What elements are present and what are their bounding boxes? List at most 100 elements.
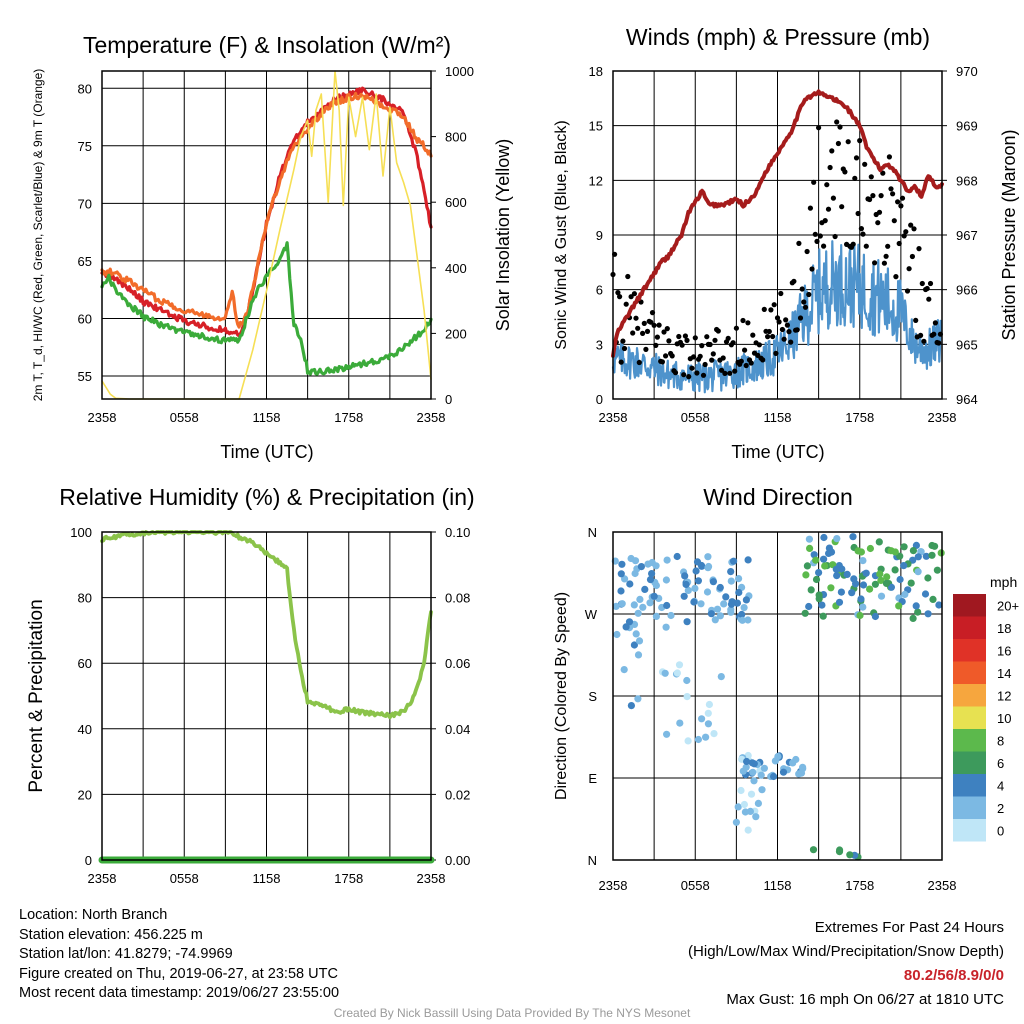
gust-point (893, 274, 899, 280)
gust-point (919, 280, 925, 287)
gust-point (878, 193, 884, 199)
winds-panel: 0 3 6 9 12 15 18 964 965 966 967 968 969 970 2358 0558 1… (553, 24, 1019, 462)
gust-point (692, 335, 698, 341)
direction-point (891, 566, 899, 574)
gust-point (742, 347, 748, 353)
gust-point (697, 353, 703, 359)
gust-point (911, 226, 917, 232)
gust-point (936, 340, 942, 346)
direction-point (825, 549, 833, 558)
gust-point (809, 266, 815, 272)
y-tick-label: 65 (78, 254, 92, 269)
gust-point (875, 220, 881, 226)
colorbar-label: 6 (997, 756, 1004, 771)
direction-point (877, 592, 886, 600)
speed-colorbar: mph 0 2 4 6 8 10 12 14 16 18 20+ (953, 574, 1019, 842)
gust-point (682, 333, 689, 339)
colorbar-swatch (953, 594, 986, 617)
direction-point (912, 602, 920, 610)
direction-point (852, 580, 860, 588)
gust-point (802, 304, 809, 310)
direction-point (833, 572, 841, 580)
direction-point (617, 570, 625, 578)
x-axis-label: Time (UTC) (731, 442, 824, 462)
colorbar-swatch (953, 684, 986, 707)
direction-point (862, 569, 870, 577)
direction-point (727, 568, 735, 576)
y-tick-label: 60 (78, 311, 92, 326)
gust-point (722, 370, 728, 376)
y2-tick-label: 965 (956, 337, 978, 352)
y2-tick-label: 200 (445, 326, 467, 341)
gust-point (850, 241, 856, 247)
gust-point (832, 233, 838, 240)
direction-point (692, 567, 700, 575)
direction-point (812, 556, 820, 564)
gust-point (640, 330, 646, 336)
direction-point (727, 600, 736, 608)
credit-line: Created By Nick Bassill Using Data Provi… (333, 1006, 691, 1020)
gust-point (904, 288, 911, 294)
gust-point (797, 315, 804, 321)
x-tick-label: 1158 (764, 410, 792, 425)
direction-point (641, 585, 649, 594)
direction-point (717, 673, 725, 681)
y-tick-label: 20 (78, 787, 92, 802)
colorbar-swatch (953, 661, 986, 684)
direction-point (921, 590, 930, 598)
direction-point (683, 618, 691, 626)
x-tick-label: 2358 (928, 878, 957, 893)
gust-point (913, 317, 919, 323)
y-tick-label: 100 (70, 525, 92, 540)
gust-point (776, 319, 782, 325)
gust-point (727, 370, 733, 376)
x-tick-label: 2358 (417, 871, 446, 886)
direction-point (637, 563, 646, 571)
gust-point (901, 233, 907, 239)
elevation-text: Station elevation: 456.225 m (19, 926, 203, 943)
direction-point (883, 573, 891, 581)
location-text: Location: North Branch (19, 907, 168, 923)
gust-point (669, 353, 675, 359)
direction-point (931, 542, 939, 550)
gust-point (654, 334, 661, 340)
direction-point (662, 576, 671, 584)
gust-point (628, 294, 634, 300)
gust-point (704, 334, 710, 340)
direction-point (713, 605, 722, 613)
direction-point (871, 580, 880, 588)
colorbar-swatch (953, 819, 986, 842)
colorbar-label: 14 (997, 666, 1011, 681)
y-tick-label: 55 (78, 369, 92, 384)
gust-point (835, 140, 842, 147)
direction-point (684, 586, 692, 595)
direction-point (912, 541, 921, 550)
direction-point (739, 767, 747, 775)
y2-tick-label: 0 (445, 392, 452, 407)
x-tick-label: 2358 (88, 871, 117, 886)
direction-point (622, 623, 630, 631)
recent-data-text: Most recent data timestamp: 2019/06/27 2… (19, 985, 340, 1001)
chart-title: Temperature (F) & Insolation (W/m²) (83, 32, 451, 58)
direction-point (914, 568, 922, 576)
gust-point (829, 148, 835, 154)
direction-point (662, 623, 670, 631)
gust-point (738, 358, 744, 364)
gust-point (659, 359, 666, 365)
direction-point (704, 553, 712, 561)
direction-point (691, 584, 699, 593)
direction-point (843, 570, 851, 579)
gust-point (720, 355, 726, 361)
gust-point (733, 325, 740, 331)
direction-point (749, 768, 757, 776)
y2-tick-label: 400 (445, 261, 467, 276)
direction-point (697, 561, 706, 570)
chart-title: Wind Direction (703, 484, 853, 510)
direction-point (774, 752, 782, 761)
gust-point (906, 266, 912, 272)
direction-point (617, 587, 625, 595)
direction-point (698, 715, 706, 723)
gust-point (824, 182, 830, 188)
